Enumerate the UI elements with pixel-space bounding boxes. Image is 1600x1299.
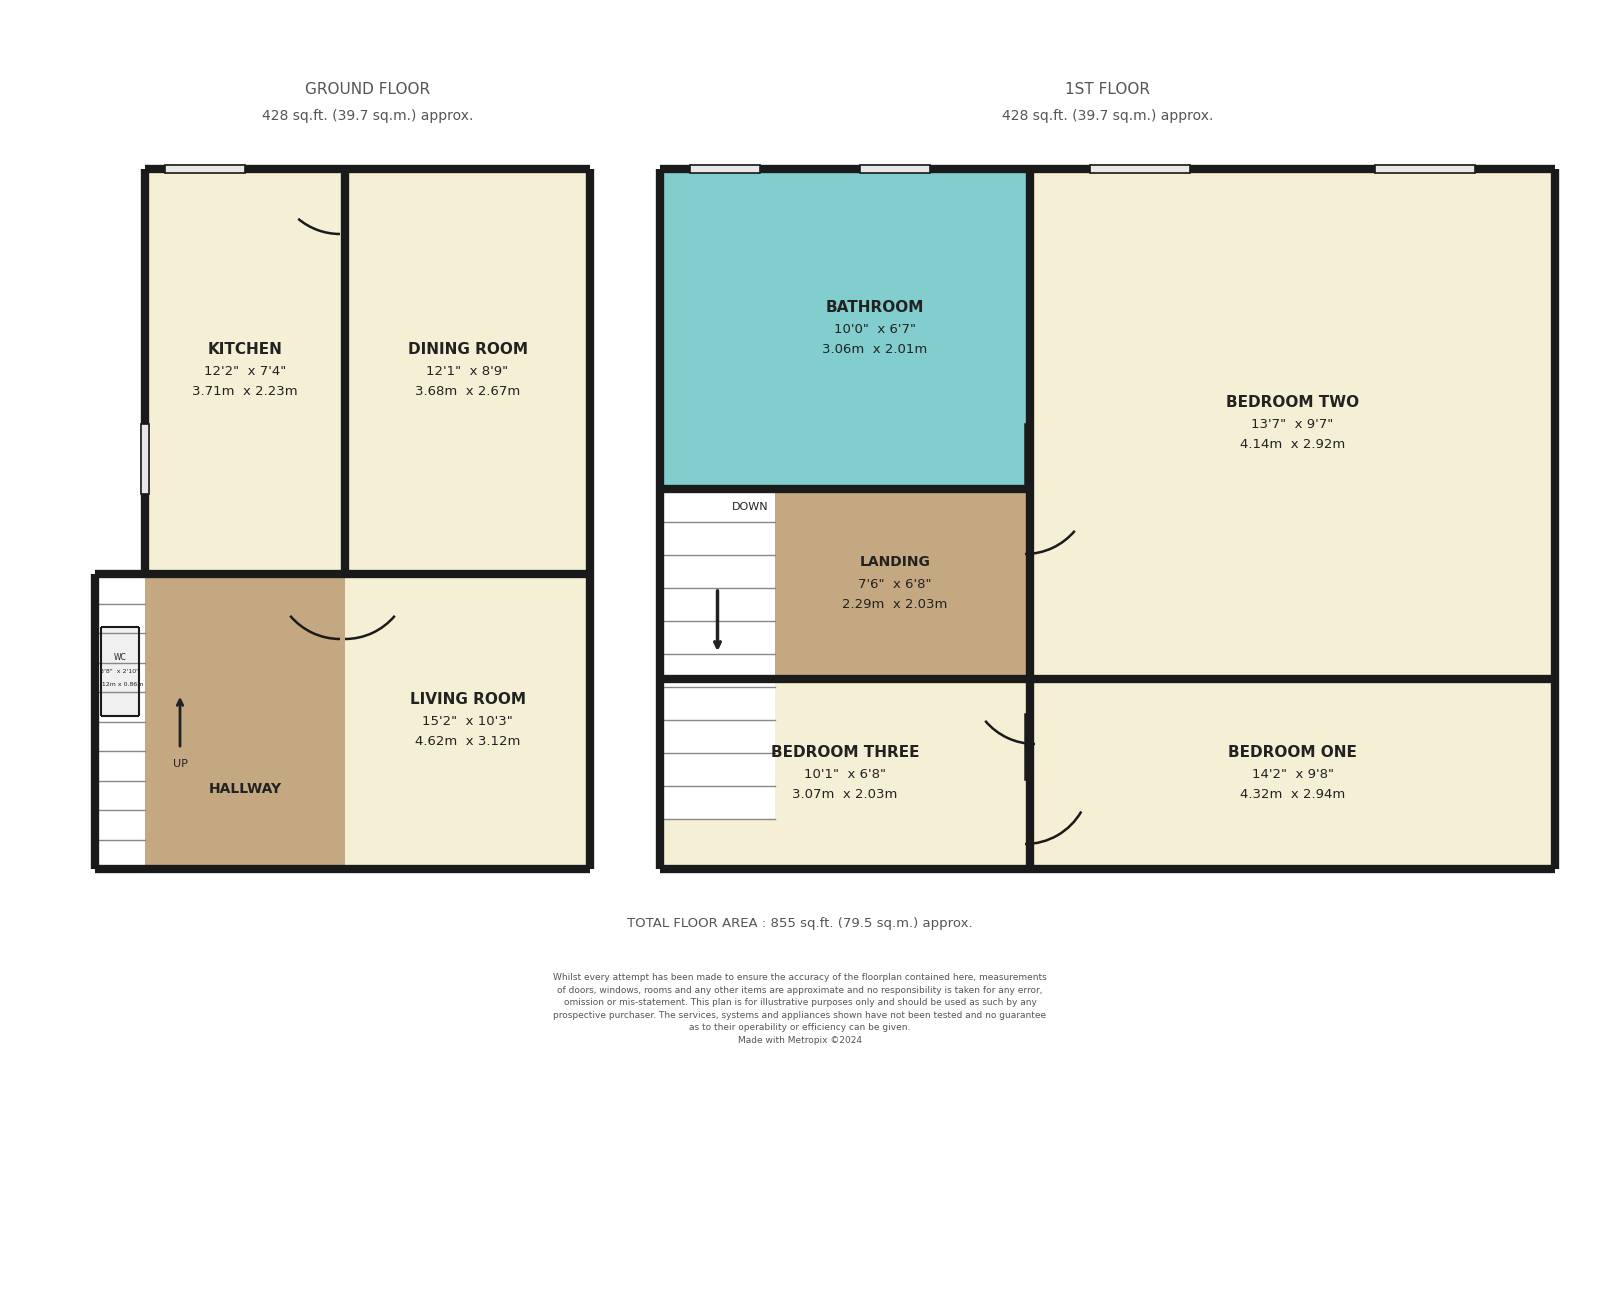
Bar (146, 574, 346, 869)
Text: 3.68m  x 2.67m: 3.68m x 2.67m (414, 385, 520, 397)
Bar (1374, 165, 1475, 173)
Bar (146, 169, 346, 574)
Text: DOWN: DOWN (731, 501, 768, 512)
Bar (661, 488, 774, 818)
Bar (861, 165, 930, 173)
Text: LANDING: LANDING (859, 555, 931, 569)
Text: GROUND FLOOR: GROUND FLOOR (306, 82, 430, 96)
Text: 12'2"  x 7'4": 12'2" x 7'4" (203, 365, 286, 378)
Text: 7'6"  x 6'8": 7'6" x 6'8" (858, 578, 931, 591)
Bar (101, 627, 139, 716)
Text: 3.07m  x 2.03m: 3.07m x 2.03m (792, 787, 898, 800)
Text: BEDROOM TWO: BEDROOM TWO (1226, 395, 1358, 409)
Text: 10'1"  x 6'8": 10'1" x 6'8" (805, 768, 886, 781)
Bar (1030, 169, 1555, 679)
Text: UP: UP (173, 759, 187, 769)
Bar (661, 488, 1030, 679)
Text: 3'8"  x 2'10": 3'8" x 2'10" (101, 669, 139, 674)
Text: 12'1"  x 8'9": 12'1" x 8'9" (427, 365, 509, 378)
Text: 4.62m  x 3.12m: 4.62m x 3.12m (414, 735, 520, 748)
Text: 3.71m  x 2.23m: 3.71m x 2.23m (192, 385, 298, 397)
Text: 1ST FLOOR: 1ST FLOOR (1066, 82, 1150, 96)
Text: DINING ROOM: DINING ROOM (408, 342, 528, 357)
Text: 14'2"  x 9'8": 14'2" x 9'8" (1251, 768, 1333, 781)
Bar (1090, 165, 1190, 173)
Bar (346, 169, 590, 574)
Text: 4.14m  x 2.92m: 4.14m x 2.92m (1240, 438, 1346, 451)
Text: 2.29m  x 2.03m: 2.29m x 2.03m (842, 598, 947, 611)
Text: KITCHEN: KITCHEN (208, 342, 283, 357)
Text: 10'0"  x 6'7": 10'0" x 6'7" (834, 322, 915, 335)
Text: HALLWAY: HALLWAY (208, 782, 282, 796)
Bar (661, 679, 1030, 869)
Text: 13'7"  x 9'7": 13'7" x 9'7" (1251, 417, 1334, 430)
Text: TOTAL FLOOR AREA : 855 sq.ft. (79.5 sq.m.) approx.: TOTAL FLOOR AREA : 855 sq.ft. (79.5 sq.m… (627, 917, 973, 930)
Text: 3.06m  x 2.01m: 3.06m x 2.01m (822, 343, 928, 356)
Text: Whilst every attempt has been made to ensure the accuracy of the floorplan conta: Whilst every attempt has been made to en… (554, 973, 1046, 1044)
Bar (346, 574, 590, 869)
Bar (165, 165, 245, 173)
Text: BEDROOM ONE: BEDROOM ONE (1229, 744, 1357, 760)
Text: WC: WC (114, 653, 126, 662)
Bar (690, 165, 760, 173)
Text: 428 sq.ft. (39.7 sq.m.) approx.: 428 sq.ft. (39.7 sq.m.) approx. (1002, 109, 1213, 123)
Text: 15'2"  x 10'3": 15'2" x 10'3" (422, 714, 514, 727)
Text: 4.32m  x 2.94m: 4.32m x 2.94m (1240, 787, 1346, 800)
Bar (141, 423, 149, 494)
Text: BATHROOM: BATHROOM (826, 300, 925, 314)
Text: BEDROOM THREE: BEDROOM THREE (771, 744, 920, 760)
Text: LIVING ROOM: LIVING ROOM (410, 692, 525, 707)
Bar (1030, 679, 1555, 869)
Text: 428 sq.ft. (39.7 sq.m.) approx.: 428 sq.ft. (39.7 sq.m.) approx. (262, 109, 474, 123)
Bar (661, 169, 1030, 488)
Text: 1.12m x 0.86m: 1.12m x 0.86m (96, 682, 144, 687)
Bar (94, 574, 146, 869)
